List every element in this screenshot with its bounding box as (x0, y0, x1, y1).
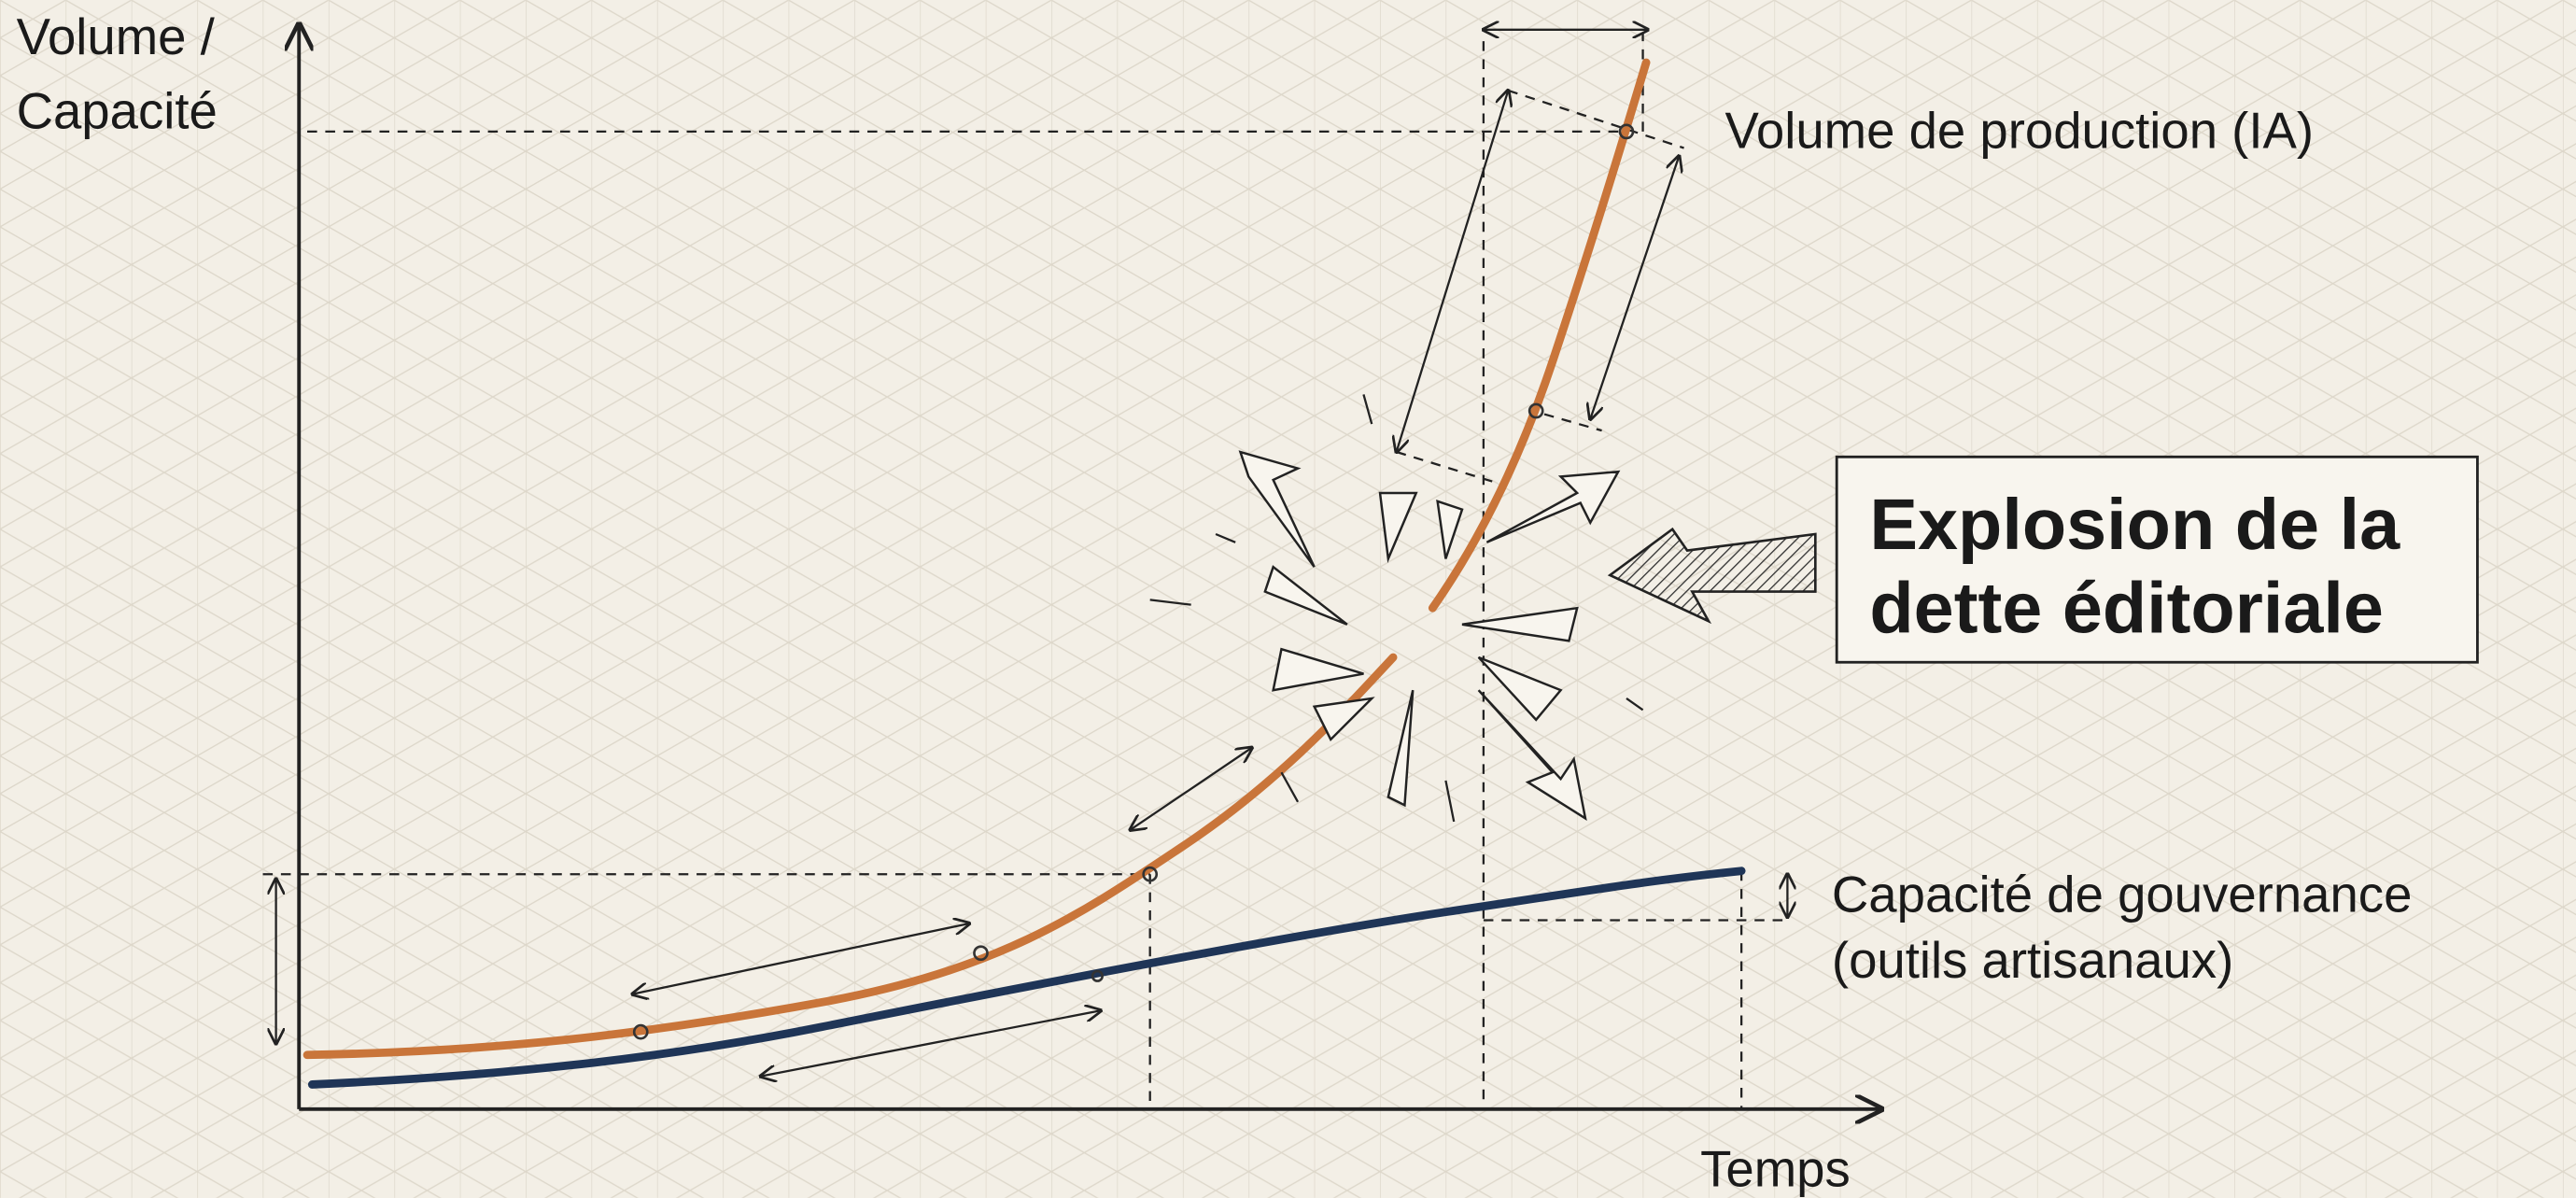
governance-label: Capacité de gouvernance (1832, 867, 2413, 923)
y-axis-label: Volume / (17, 8, 216, 65)
explosion (1149, 394, 1644, 823)
guides (262, 30, 1788, 1109)
y-axis-label: Capacité (17, 82, 218, 139)
curve-points (632, 123, 1635, 1040)
callout-text: Explosion de la (1869, 485, 2400, 565)
production-curve-upper (1428, 58, 1651, 613)
production-label: Volume de production (IA) (1725, 102, 2315, 159)
callout-box (1835, 455, 2479, 664)
x-axis-label: Temps (1700, 1141, 1851, 1198)
axes (299, 25, 1880, 1109)
governance-label: (outils artisanaux) (1832, 932, 2233, 989)
governance-curve (307, 867, 1746, 1089)
callout-text: dette éditoriale (1869, 569, 2384, 649)
callout-arrow (1607, 527, 1817, 625)
